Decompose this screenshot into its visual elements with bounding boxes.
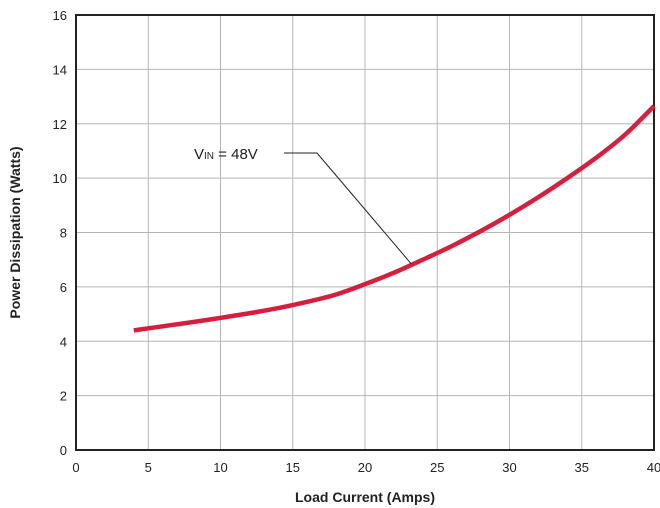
- annotation-leader-line: [284, 152, 412, 265]
- x-tick-label: 0: [72, 460, 79, 475]
- x-tick-label: 20: [358, 460, 372, 475]
- y-tick-label: 10: [53, 171, 67, 186]
- x-tick-label: 15: [286, 460, 300, 475]
- y-tick-label: 14: [53, 62, 67, 77]
- y-tick-label: 8: [60, 226, 67, 241]
- x-tick-label: 10: [213, 460, 227, 475]
- y-tick-label: 2: [60, 389, 67, 404]
- annotation-label-value: = 48V: [214, 146, 258, 163]
- x-tick-label: 40: [647, 460, 660, 475]
- y-tick-label: 4: [60, 334, 67, 349]
- series-layer: [133, 104, 656, 333]
- annotation-label-main: V: [194, 146, 204, 163]
- x-tick-label: 25: [430, 460, 444, 475]
- x-tick-label: 35: [575, 460, 589, 475]
- tick-labels: 0 5 10 15 20 25 30 35 40 0 2 4 6 8 10 12 14 16: [53, 8, 660, 475]
- plot-frame: [75, 14, 655, 451]
- y-tick-label: 6: [60, 280, 67, 295]
- y-tick-label: 0: [60, 443, 67, 458]
- annotation-label: VIN = 48V: [194, 146, 258, 163]
- x-tick-label: 30: [502, 460, 516, 475]
- y-axis-title: Power Dissipation (Watts): [7, 146, 23, 318]
- grid-lines: [76, 15, 654, 450]
- x-tick-label: 5: [145, 460, 152, 475]
- x-axis-title: Load Current (Amps): [295, 489, 435, 505]
- y-tick-label: 16: [53, 8, 67, 23]
- y-tick-label: 12: [53, 117, 67, 132]
- series-line-vin-48v: [133, 104, 656, 333]
- annotation-layer: VIN = 48V: [194, 146, 412, 265]
- annotation-label-subscript: IN: [204, 151, 214, 162]
